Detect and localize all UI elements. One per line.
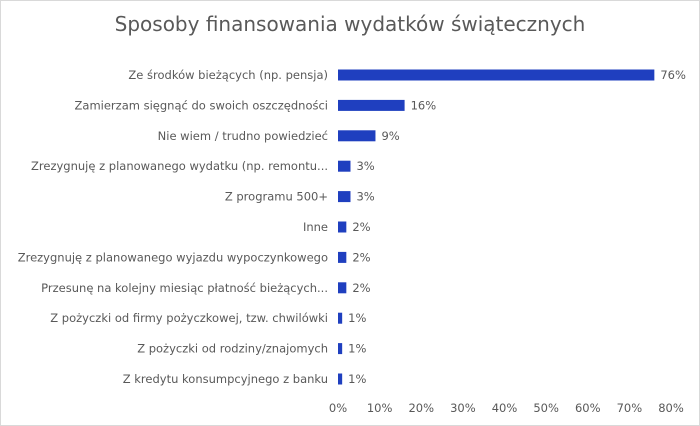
value-label: 2%	[352, 220, 370, 234]
x-tick-label: 70%	[617, 401, 643, 415]
value-labels-group: 76% 16% 9% 3% 3% 2% 2% 2% 1% 1% 1%	[348, 68, 686, 386]
value-label: 2%	[352, 250, 370, 264]
category-label: Inne	[303, 220, 328, 234]
x-axis-ticks-group: 0% 10% 20% 30% 40% 50% 60% 70% 80%	[329, 401, 684, 415]
bar	[338, 69, 655, 81]
value-label: 76%	[660, 68, 686, 82]
x-tick-label: 40%	[492, 401, 518, 415]
category-label: Z programu 500+	[225, 190, 328, 204]
bar	[338, 99, 405, 111]
x-tick-label: 10%	[367, 401, 393, 415]
bar	[338, 191, 351, 203]
value-label: 1%	[348, 372, 366, 386]
value-label: 1%	[348, 311, 366, 325]
x-tick-label: 60%	[575, 401, 601, 415]
category-label: Z kredytu konsumpcyjnego z banku	[123, 372, 328, 386]
category-labels-group: Ze środków bieżących (np. pensja) Zamierz…	[18, 68, 328, 386]
bar	[338, 251, 347, 263]
bar	[338, 343, 343, 355]
x-tick-label: 0%	[329, 401, 347, 415]
bar	[338, 130, 376, 142]
value-label: 2%	[352, 281, 370, 295]
category-label: Nie wiem / trudno powiedzieć	[158, 129, 328, 143]
category-label: Przesunę na kolejny miesiąc płatność bie…	[41, 281, 328, 295]
bar	[338, 282, 347, 294]
category-label: Zamierzam sięgnąć do swoich oszczędności	[75, 98, 328, 112]
category-label: Zrezygnuję z planowanego wyjazdu wypoczy…	[18, 250, 328, 264]
value-label: 1%	[348, 342, 366, 356]
category-label: Zrezygnuję z planowanego wydatku (np. re…	[31, 159, 328, 173]
category-label: Ze środków bieżących (np. pensja)	[128, 68, 328, 82]
value-label: 16%	[411, 98, 437, 112]
x-tick-label: 20%	[408, 401, 434, 415]
chart-title: Sposoby finansowania wydatków świąteczny…	[114, 12, 586, 36]
bar	[338, 312, 343, 324]
x-tick-label: 50%	[533, 401, 559, 415]
value-label: 3%	[356, 190, 374, 204]
x-tick-label: 80%	[658, 401, 684, 415]
bar	[338, 373, 343, 385]
category-label: Z pożyczki od rodziny/znajomych	[137, 342, 328, 356]
value-label: 3%	[356, 159, 374, 173]
value-label: 9%	[381, 129, 399, 143]
x-tick-label: 30%	[450, 401, 476, 415]
bar	[338, 160, 351, 172]
category-label: Z pożyczki od firmy pożyczkowej, tzw. ch…	[50, 311, 328, 325]
bars-group	[338, 69, 655, 385]
bar	[338, 221, 347, 233]
